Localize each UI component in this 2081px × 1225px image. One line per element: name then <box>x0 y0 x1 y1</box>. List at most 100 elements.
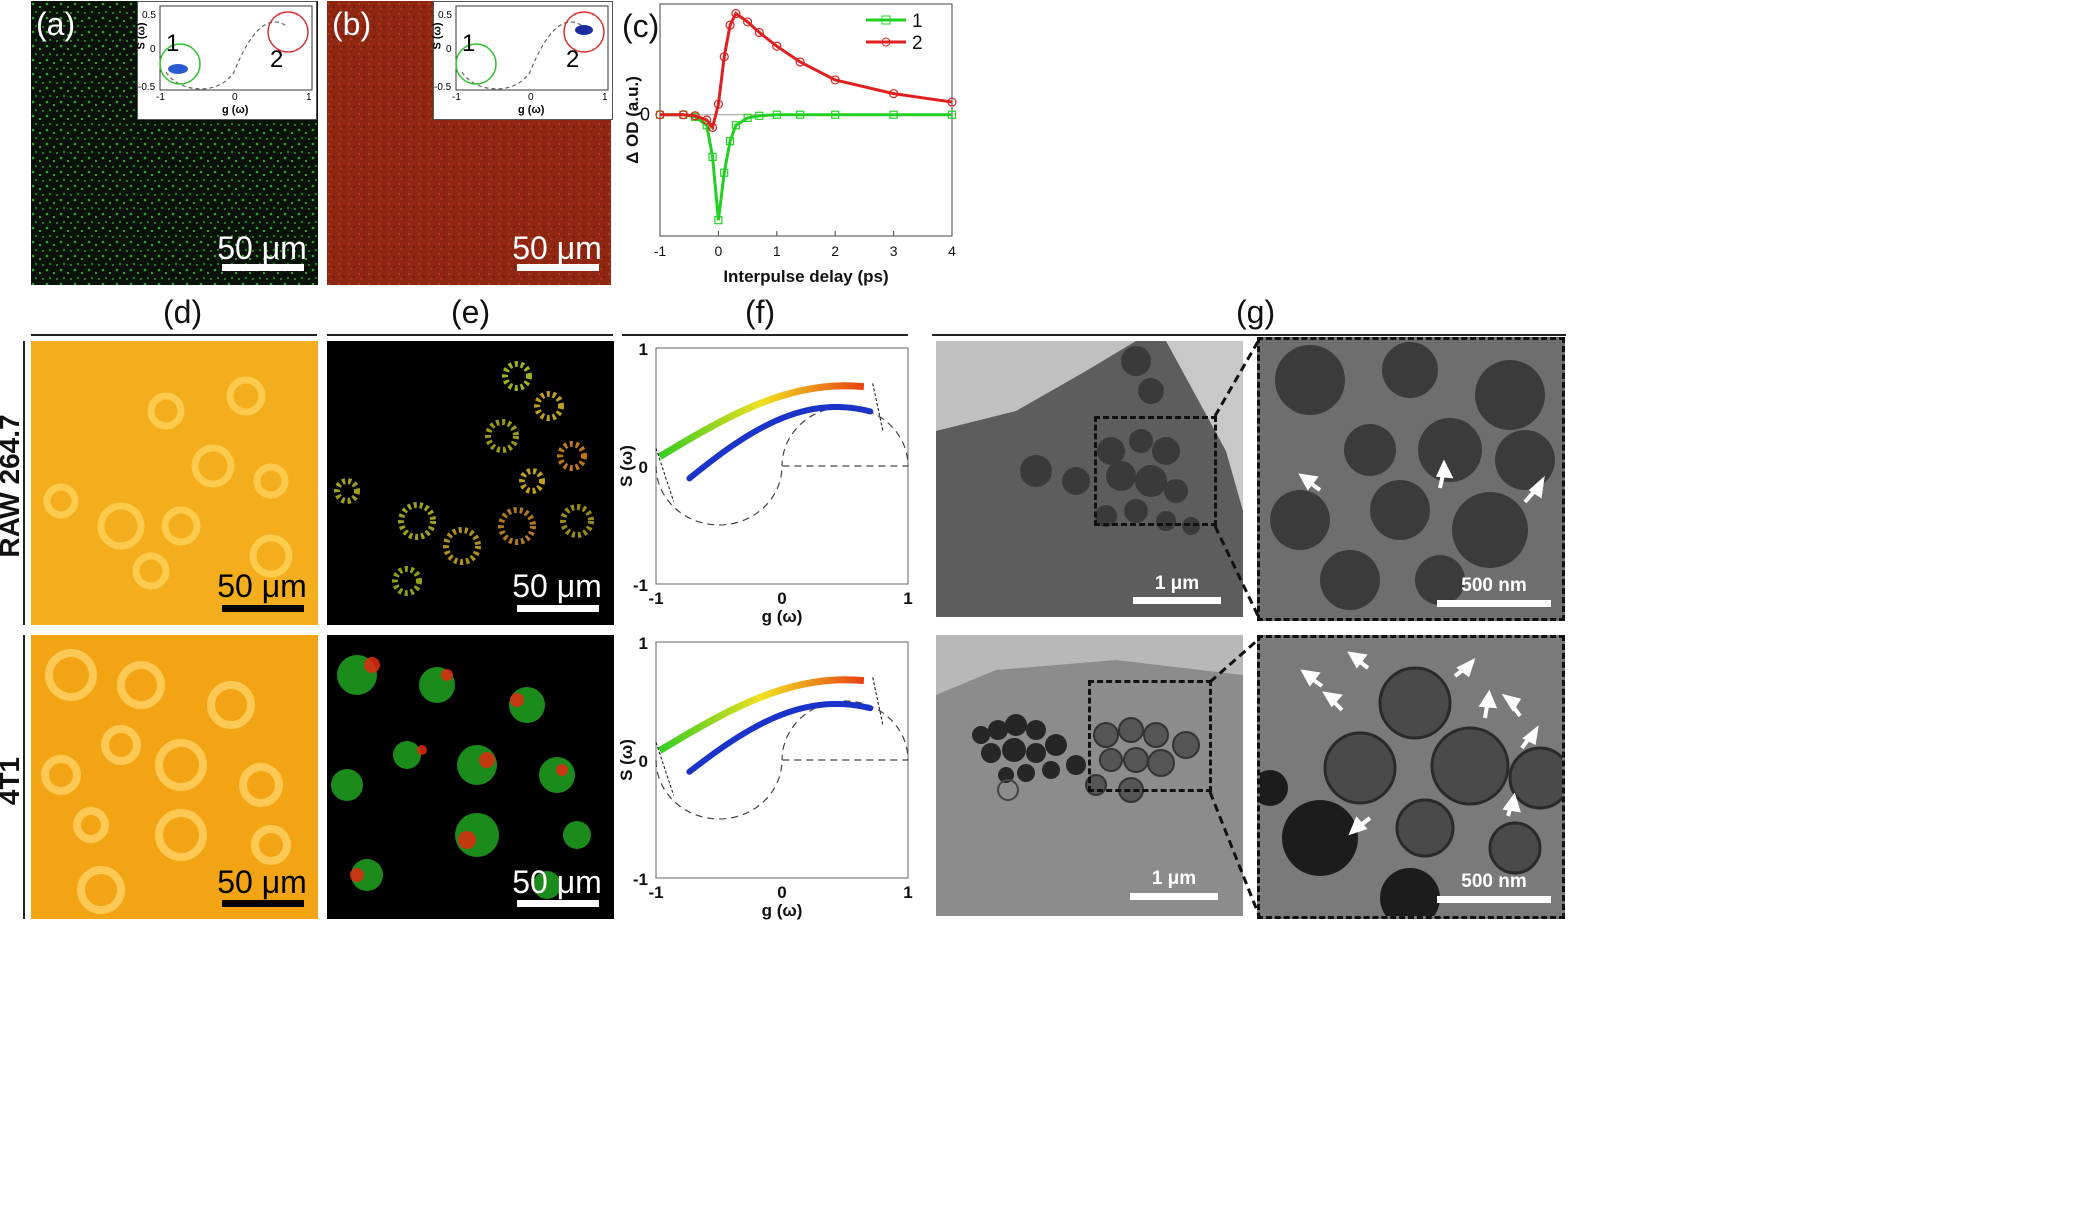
row-label-raw264: RAW 264.7 <box>0 414 25 558</box>
legend-2-label: 2 <box>912 33 923 54</box>
series-1-point <box>714 216 723 225</box>
panel-f-row2-chart: 1 0 -1-1 0 1 g (ω) S (ω) <box>617 634 913 920</box>
inset-b-xtick-left: -1 <box>452 92 461 103</box>
series-2-point <box>731 8 741 19</box>
series-2-point <box>707 122 718 132</box>
row1-divider <box>23 341 25 625</box>
tem-zoom-g1 <box>1270 342 1555 610</box>
inset-a-ytick-bot: -0.5 <box>138 82 156 93</box>
phasor-data-trail <box>686 700 874 775</box>
panel-g-row1-tem <box>936 341 1243 617</box>
row-label-4t1: 4T1 <box>0 756 25 806</box>
divider-g <box>932 334 1566 336</box>
y-axis-label: Δ OD (a.u.) <box>623 76 642 164</box>
series-2-point <box>795 57 805 67</box>
cell-fluor-e2 <box>331 655 591 899</box>
series-1-point <box>796 110 805 119</box>
inset-b-plot <box>455 5 609 91</box>
series-2-point <box>947 97 957 107</box>
scalebar-d1-text: 50 μm <box>217 568 307 604</box>
legend-2-marker <box>881 37 891 47</box>
inset-b-xtick-mid: 0 <box>528 92 534 103</box>
x-tick-label: 0 <box>777 883 786 902</box>
divider-f <box>622 334 908 336</box>
y-axis-label: S (ω) <box>617 739 636 781</box>
inset-a-xtick-mid: 0 <box>232 92 238 103</box>
x-tick-label: 0 <box>777 589 786 608</box>
panel-e-row1-image <box>327 341 614 625</box>
series-2-point <box>754 27 764 38</box>
x-tick-label: 1 <box>773 243 781 259</box>
series-2-point <box>655 110 665 120</box>
zoom-lines-g1 <box>1213 337 1262 621</box>
x-tick-label: 1 <box>903 589 912 608</box>
end-line-left <box>655 448 675 502</box>
scalebar-g1-text: 1 μm <box>1154 573 1200 594</box>
scalebar-g2-text: 1 μm <box>1151 868 1197 889</box>
zoom-box-g2 <box>1088 680 1212 792</box>
universal-curve <box>655 406 909 526</box>
x-tick-label: -1 <box>648 589 663 608</box>
scalebar-g2 <box>1130 893 1218 900</box>
legend-1-marker <box>881 15 891 25</box>
inset-b: 1 2 S (ω) g (ω) 0.5 0 -0.5 -1 0 1 <box>431 1 613 120</box>
series-2-point <box>719 52 729 62</box>
panel-d-label: (d) <box>163 294 203 330</box>
inset-a: 1 2 S (ω) g (ω) 0.5 0 -0.5 -1 0 1 <box>135 1 317 120</box>
legend-1-label: 1 <box>912 11 923 32</box>
inset-b-xlabel: g (ω) <box>518 104 545 116</box>
x-tick-label: 0 <box>715 243 723 259</box>
series-2-point <box>702 115 712 125</box>
end-line-right <box>872 677 884 725</box>
inset-a-region1: 1 <box>166 30 180 57</box>
series-2-line <box>660 11 953 131</box>
series-2-point <box>678 110 688 120</box>
panel-e-label: (e) <box>451 294 491 330</box>
scalebar-a-text: 50 μm <box>217 230 307 266</box>
inset-a-plot <box>159 5 313 91</box>
inset-b-ylabel: S (ω) <box>431 22 444 50</box>
series-1-point <box>725 136 735 146</box>
series-1-point <box>947 110 957 119</box>
plot-frame <box>659 3 953 237</box>
end-line-left <box>655 742 675 796</box>
scalebar-g1-zoom-text: 500 nm <box>1461 575 1527 596</box>
x-axis-label: Interpulse delay (ps) <box>723 267 888 286</box>
x-tick-label: 4 <box>948 243 956 259</box>
inset-b-ytick-top: 0.5 <box>438 10 452 21</box>
panel-c-label: (c) <box>622 8 660 44</box>
inset-b-xtick-right: 1 <box>602 92 608 103</box>
y-tick-label: 1 <box>639 340 648 359</box>
series-2-point <box>742 17 753 27</box>
series-1-point <box>772 110 781 119</box>
scalebar-g1-zoom <box>1437 600 1551 607</box>
series-2-point <box>713 99 724 109</box>
zoom-lines-g2 <box>1208 636 1262 919</box>
series-1-point <box>743 113 752 122</box>
divider-d <box>31 334 317 336</box>
scalebar-d1 <box>222 605 304 612</box>
x-tick-label: -1 <box>654 243 667 259</box>
inset-a-ylabel: S (ω) <box>135 22 148 50</box>
y-tick-label: 0 <box>639 752 648 771</box>
end-line-right <box>872 383 884 431</box>
phasor-data-trail <box>686 404 874 482</box>
panel-b-label: (b) <box>332 6 372 42</box>
inset-a-xlabel: g (ω) <box>222 104 249 116</box>
series-1-line <box>660 113 952 221</box>
inset-a-xtick-right: 1 <box>306 92 312 103</box>
x-tick-label: 2 <box>831 243 839 259</box>
row2-divider <box>23 635 25 919</box>
scalebar-b-text: 50 μm <box>512 230 602 266</box>
scalebar-g2-zoom-text: 500 nm <box>1461 871 1527 892</box>
inset-a-ytick-top: 0.5 <box>142 10 156 21</box>
color-scale-line <box>657 382 865 460</box>
panel-g-label: (g) <box>1236 294 1276 330</box>
inset-b-region1: 1 <box>462 30 476 57</box>
panel-f-label: (f) <box>745 294 776 330</box>
universal-curve <box>655 700 909 820</box>
divider-e <box>327 334 613 336</box>
series-1-point <box>831 110 840 119</box>
zoom-box-g1 <box>1094 416 1217 526</box>
